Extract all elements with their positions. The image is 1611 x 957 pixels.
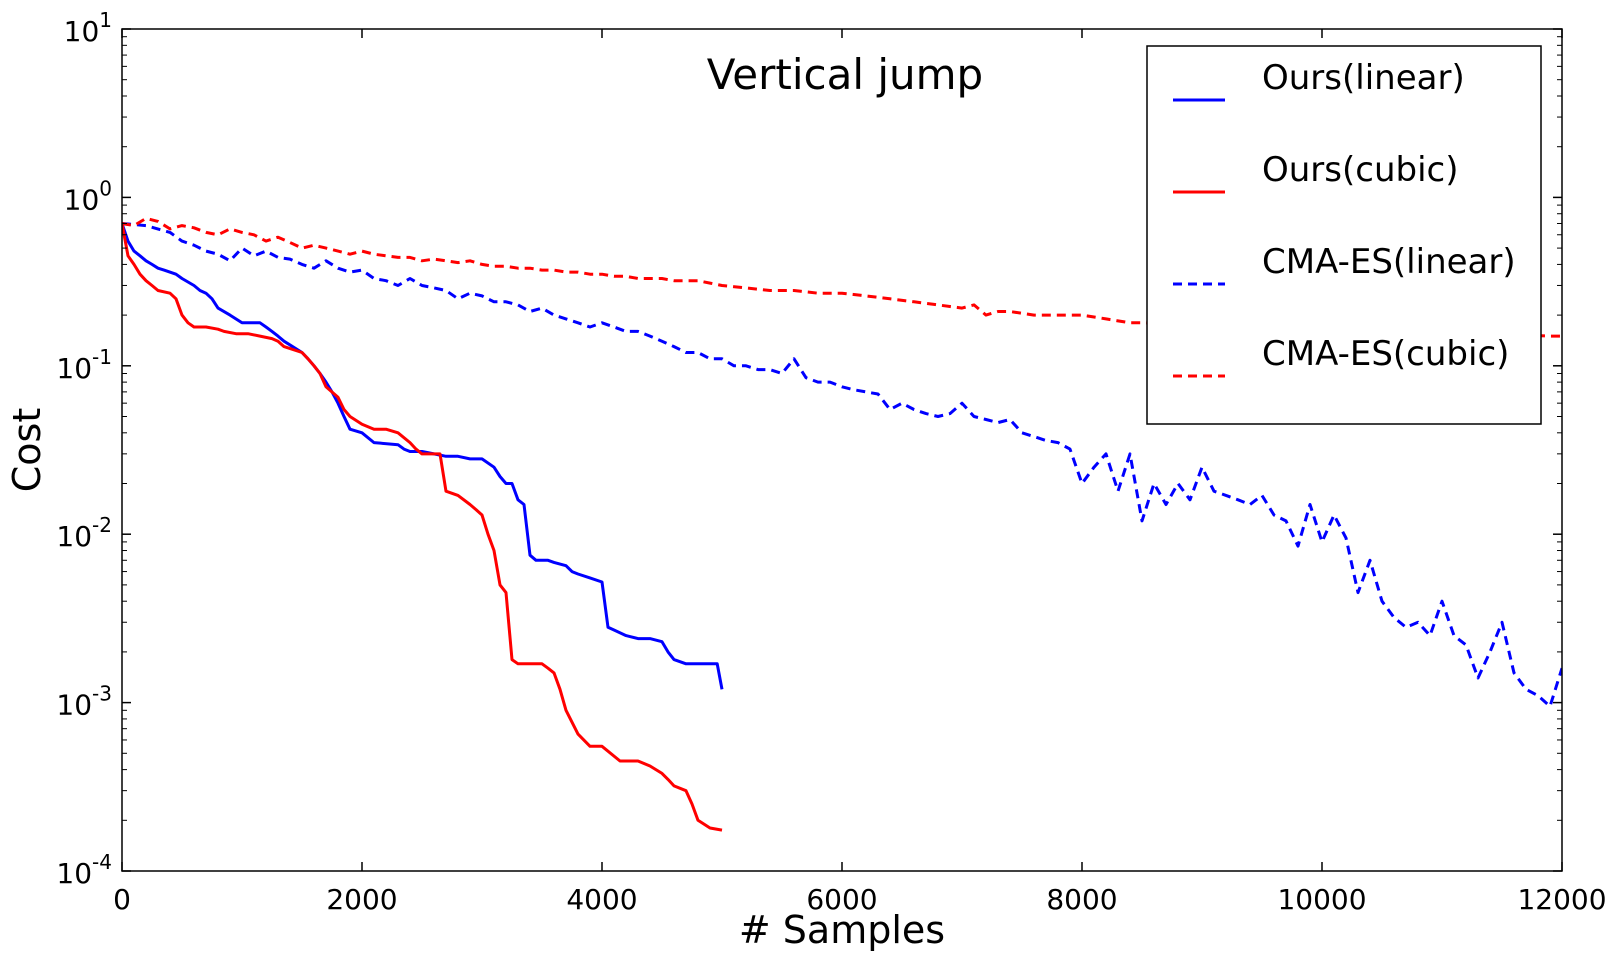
x-tick-label: 0 xyxy=(113,883,131,916)
x-tick-label: 2000 xyxy=(326,883,397,916)
series-line-2 xyxy=(122,222,1562,708)
x-tick-label: 4000 xyxy=(566,883,637,916)
ticks-layer: 0 2000 4000 6000 8000 10000 12000 10-4 10-3 10-2 1… xyxy=(56,8,1606,916)
x-axis-title: # Samples xyxy=(739,908,945,952)
y-tick-label: 10-2 xyxy=(56,513,112,553)
series-line-3 xyxy=(122,216,1562,338)
legend-label-3: CMA-ES(cubic) xyxy=(1262,334,1509,374)
series-layer xyxy=(122,216,1562,832)
y-tick-label: 10-3 xyxy=(56,682,112,722)
y-tick-label: 10-4 xyxy=(56,850,112,890)
legend-label-0: Ours(linear) xyxy=(1262,58,1465,98)
x-tick-label: 6000 xyxy=(806,883,877,916)
legend-label-1: Ours(cubic) xyxy=(1262,150,1459,190)
x-tick-label: 8000 xyxy=(1046,883,1117,916)
y-tick-label: 101 xyxy=(64,8,112,48)
legend-box xyxy=(1146,45,1542,425)
x-tick-label: 12000 xyxy=(1517,883,1606,916)
x-tick-label: 10000 xyxy=(1277,883,1366,916)
y-tick-label: 100 xyxy=(64,176,112,216)
chart-title: Vertical jump xyxy=(707,50,983,99)
legend-label-2: CMA-ES(linear) xyxy=(1262,242,1516,282)
legend: Ours(linear) Ours(cubic) CMA-ES(linear) CMA… xyxy=(1146,45,1542,425)
series-line-1 xyxy=(122,223,723,832)
series-line-0 xyxy=(122,223,724,690)
y-axis-title: Cost xyxy=(5,408,49,492)
y-tick-label: 10-1 xyxy=(56,345,112,385)
